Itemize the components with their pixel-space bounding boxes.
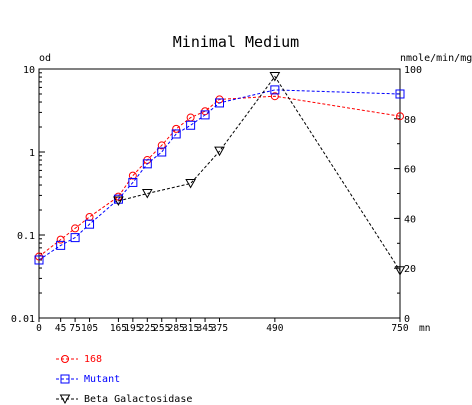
data-point-mutant — [34, 255, 44, 265]
legend-label-mutant: Mutant — [84, 374, 120, 385]
data-point-168 — [157, 141, 166, 150]
data-point-beta-galactosidase — [214, 146, 225, 157]
plot-frame — [38, 68, 401, 319]
left-axis-tick-label: 1 — [29, 148, 35, 159]
data-point-mutant — [215, 98, 224, 108]
data-point-beta-galactosidase — [141, 189, 153, 199]
x-axis-tick-label: 225 — [139, 323, 156, 334]
data-point-beta-galactosidase — [394, 266, 406, 276]
data-point-mutant — [270, 85, 280, 95]
right-axis-tick-label: 20 — [404, 264, 416, 275]
chart-title: Minimal Medium — [173, 33, 299, 51]
legend-label-168: 168 — [84, 354, 102, 365]
data-point-mutant — [113, 194, 123, 204]
right-axis-label: nmole/min/mg — [400, 53, 472, 64]
series-line-beta-galactosidase — [118, 75, 401, 271]
data-point-168 — [396, 112, 404, 121]
x-axis-tick-label: 0 — [36, 323, 42, 334]
data-point-168 — [85, 212, 94, 221]
data-point-beta-galactosidase — [185, 179, 196, 189]
data-point-mutant — [70, 233, 80, 243]
x-axis-tick-label: 105 — [81, 323, 98, 334]
x-axis-tick-label: 255 — [153, 323, 170, 334]
legend-marker-beta-galactosidase — [59, 394, 71, 405]
right-axis-tick-label: 60 — [404, 165, 416, 176]
right-axis-tick-label: 80 — [404, 115, 416, 126]
data-point-mutant — [128, 177, 138, 187]
x-axis-tick-label: 75 — [69, 323, 80, 334]
left-axis-label: od — [39, 53, 51, 64]
x-axis-unit-label: mn — [419, 323, 430, 334]
left-axis-tick-label: 10 — [23, 65, 35, 76]
x-axis-tick-label: 375 — [211, 323, 228, 334]
legend: 168 Mutant Beta Galactosidase — [56, 354, 192, 405]
data-point-168 — [270, 92, 279, 101]
data-point-mutant — [142, 159, 152, 169]
right-axis-tick-label: 0 — [404, 314, 410, 325]
data-point-mutant — [85, 219, 95, 229]
legend-item-168: 168 — [56, 354, 102, 365]
x-axis-tick-label: 490 — [266, 323, 283, 334]
data-point-mutant — [157, 147, 167, 157]
data-point-beta-galactosidase — [269, 71, 281, 82]
right-axis-tick-label: 40 — [404, 214, 416, 225]
series-168 — [35, 92, 404, 261]
data-point-mutant — [186, 120, 196, 130]
data-point-mutant — [200, 110, 210, 120]
legend-marker-mutant — [60, 374, 70, 384]
left-axis-tick-label: 0.1 — [17, 231, 35, 242]
data-point-mutant — [171, 129, 181, 139]
legend-marker-168 — [61, 355, 69, 363]
series-line-168 — [38, 95, 401, 257]
x-axis-tick-label: 165 — [110, 323, 127, 334]
x-axis-tick-label: 345 — [196, 323, 213, 334]
legend-item-beta-galactosidase: Beta Galactosidase — [56, 394, 192, 405]
series-layer — [34, 71, 406, 276]
data-point-168 — [56, 235, 65, 244]
left-axis-tick-label: 0.01 — [11, 314, 35, 325]
x-axis-tick-label: 195 — [124, 323, 141, 334]
series-mutant — [34, 85, 405, 265]
data-point-mutant — [56, 240, 66, 250]
legend-label-beta-galactosidase: Beta Galactosidase — [84, 394, 192, 405]
data-point-beta-galactosidase — [113, 196, 124, 206]
x-axis-tick-label: 750 — [391, 323, 408, 334]
right-axis-tick-label: 100 — [404, 65, 422, 76]
x-axis-tick-label: 315 — [182, 323, 199, 334]
data-point-168 — [71, 224, 80, 233]
series-line-mutant — [38, 89, 401, 261]
series-beta-galactosidase — [113, 71, 406, 276]
data-point-168 — [128, 171, 137, 180]
data-point-168 — [172, 124, 181, 133]
x-axis-tick-label: 45 — [55, 323, 66, 334]
data-point-mutant — [395, 89, 405, 99]
legend-item-mutant: Mutant — [56, 374, 120, 385]
x-axis-tick-label: 285 — [168, 323, 185, 334]
